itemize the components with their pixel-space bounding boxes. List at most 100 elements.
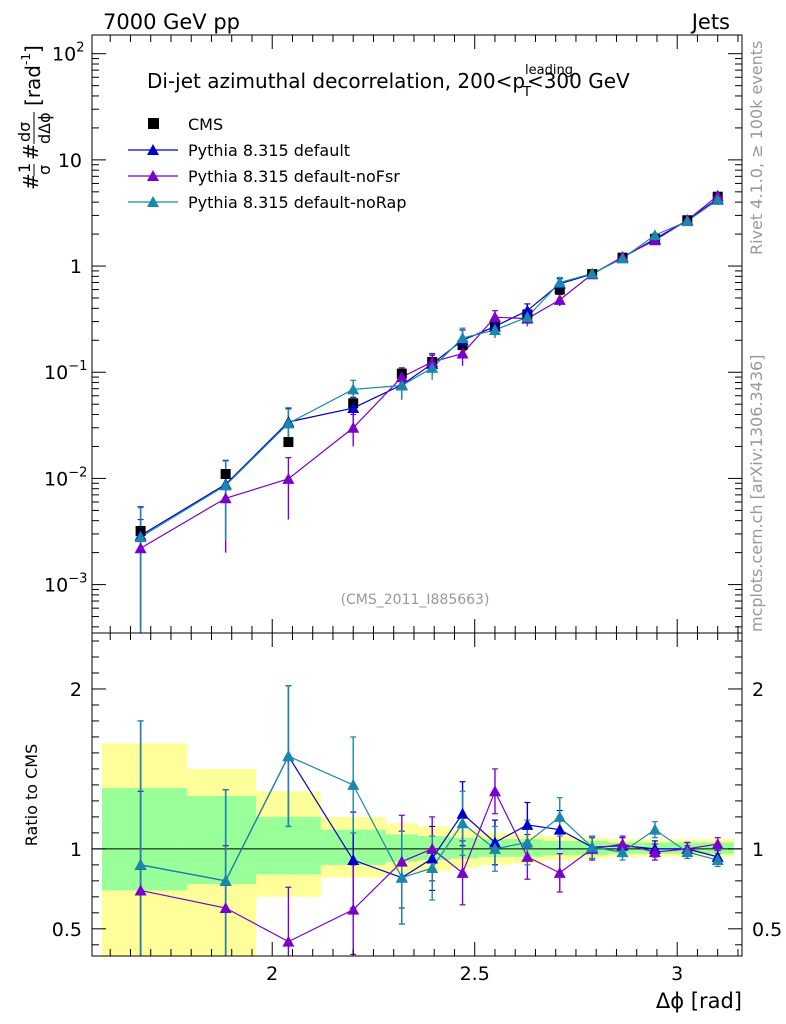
- ratio-ylabel: Ratio to CMS: [22, 744, 41, 846]
- ratio-plot: 0.5 0.5 1 1 2 2 2 2.5 3: [52, 632, 782, 985]
- mc-point: [282, 472, 295, 484]
- ratio-point: [553, 823, 566, 835]
- ratio-point: [711, 838, 724, 850]
- ratio-y-ticklabel-left: 0.5: [52, 919, 82, 941]
- title-sup: leading: [525, 63, 573, 78]
- ratio-point: [456, 866, 469, 878]
- ratio-point: [134, 858, 147, 870]
- main-y-ticklabel: 10−1: [44, 359, 87, 384]
- ratio-point: [426, 852, 439, 864]
- ratio-y-ticklabel-right: 0.5: [752, 919, 782, 941]
- legend: CMS Pythia 8.315 default Pythia 8.315 defa…: [128, 115, 406, 212]
- mc-point: [521, 311, 534, 323]
- mc-point: [282, 417, 295, 429]
- ratio-point: [488, 785, 501, 797]
- legend-marker: [147, 196, 159, 207]
- ratio-point: [711, 854, 724, 866]
- ratio-point: [282, 750, 295, 762]
- ratio-point: [553, 866, 566, 878]
- title-main: Di-jet azimuthal decorrelation, 200<p: [147, 69, 525, 93]
- ylabel-hash1: #: [19, 173, 43, 190]
- ratio-point: [521, 850, 534, 862]
- legend-marker: [147, 170, 159, 181]
- mc-point: [456, 347, 469, 359]
- ylabel-den2: dΔϕ: [35, 112, 54, 144]
- mc-point: [347, 421, 360, 433]
- legend-label: Pythia 8.315 default-noFsr: [188, 167, 400, 186]
- energy-label: 7000 GeV pp: [103, 10, 240, 34]
- main-plot: 10−3 10−2 10−1 1 10 102: [44, 34, 743, 634]
- ratio-point: [586, 841, 599, 853]
- ratio-y-ticklabel-left: 2: [70, 679, 82, 701]
- mc-point: [395, 371, 408, 383]
- ratio-point: [395, 855, 408, 867]
- ratio-point: [219, 902, 232, 914]
- ratio-band-inner: [102, 788, 188, 891]
- mc-point: [426, 361, 439, 373]
- mc-point: [521, 304, 534, 316]
- mc-point: [219, 479, 232, 491]
- ratio-point: [616, 846, 629, 858]
- main-axes: 10−3 10−2 10−1 1 10 102: [44, 35, 742, 633]
- main-ylabel: # 1 σ # dσ dΔϕ [rad-1]: [15, 45, 54, 190]
- main-series-layer: [134, 189, 724, 633]
- title-tail: <300 GeV: [527, 69, 630, 93]
- mc-point: [488, 311, 501, 323]
- ratio-y-ticklabel-left: 1: [70, 839, 82, 861]
- mc-point: [219, 492, 232, 504]
- mc-point: [711, 193, 724, 205]
- cms-point: [220, 469, 231, 480]
- ratio-point: [521, 836, 534, 848]
- legend-label: Pythia 8.315 default: [188, 141, 350, 160]
- x-ticklabel: 3: [671, 963, 683, 985]
- mc-point: [426, 355, 439, 367]
- legend-marker: [147, 144, 159, 155]
- ratio-band-inner: [187, 796, 257, 885]
- mc-point: [488, 323, 501, 335]
- x-ticklabel: 2: [266, 963, 278, 985]
- xlabel: Δϕ [rad]: [656, 989, 742, 1013]
- ratio-point: [648, 846, 661, 858]
- mc-point: [616, 252, 629, 264]
- analysis-tag: (CMS_2011_I885663): [341, 592, 490, 608]
- mc-point: [456, 332, 469, 344]
- mc-point: [134, 542, 147, 554]
- ratio-frame: [91, 632, 743, 957]
- legend-label: Pythia 8.315 default-noRap: [188, 193, 406, 212]
- main-y-ticklabel: 102: [52, 41, 84, 66]
- mc-point: [648, 229, 661, 241]
- ratio-band-inner: [450, 837, 479, 859]
- ratio-y-ticklabel-right: 2: [752, 679, 764, 701]
- ratio-y-ticklabel-right: 1: [752, 839, 764, 861]
- mc-point: [347, 402, 360, 414]
- ylabel-unit: [rad-1]: [19, 45, 45, 106]
- mc-point: [553, 293, 566, 305]
- process-label: Jets: [690, 10, 730, 34]
- ratio-point: [282, 935, 295, 947]
- chart-title: Di-jet azimuthal decorrelation, 200<plea…: [147, 63, 630, 100]
- ylabel-den1: σ: [35, 165, 54, 175]
- mc-point: [134, 531, 147, 543]
- cms-point: [283, 437, 294, 448]
- ratio-point: [648, 823, 661, 835]
- ratio-point: [426, 862, 439, 874]
- legend-marker-cms: [148, 118, 159, 129]
- ratio-point: [347, 854, 360, 866]
- ratio-series-layer: [134, 685, 724, 956]
- ratio-point: [347, 778, 360, 790]
- mc-point: [681, 215, 694, 227]
- ratio-point: [681, 846, 694, 858]
- main-y-ticklabel: 10: [58, 150, 82, 172]
- main-y-ticklabel: 10−3: [44, 572, 87, 597]
- legend-label: CMS: [188, 115, 223, 134]
- mc-point: [586, 267, 599, 279]
- ylabel-hash2: #: [19, 143, 43, 160]
- ratio-point: [488, 836, 501, 848]
- x-ticklabel: 2.5: [460, 963, 490, 985]
- ratio-point: [134, 884, 147, 896]
- ratio-point: [456, 807, 469, 819]
- ratio-point: [553, 810, 566, 822]
- title-sub: T: [522, 85, 531, 100]
- mc-point: [395, 379, 408, 391]
